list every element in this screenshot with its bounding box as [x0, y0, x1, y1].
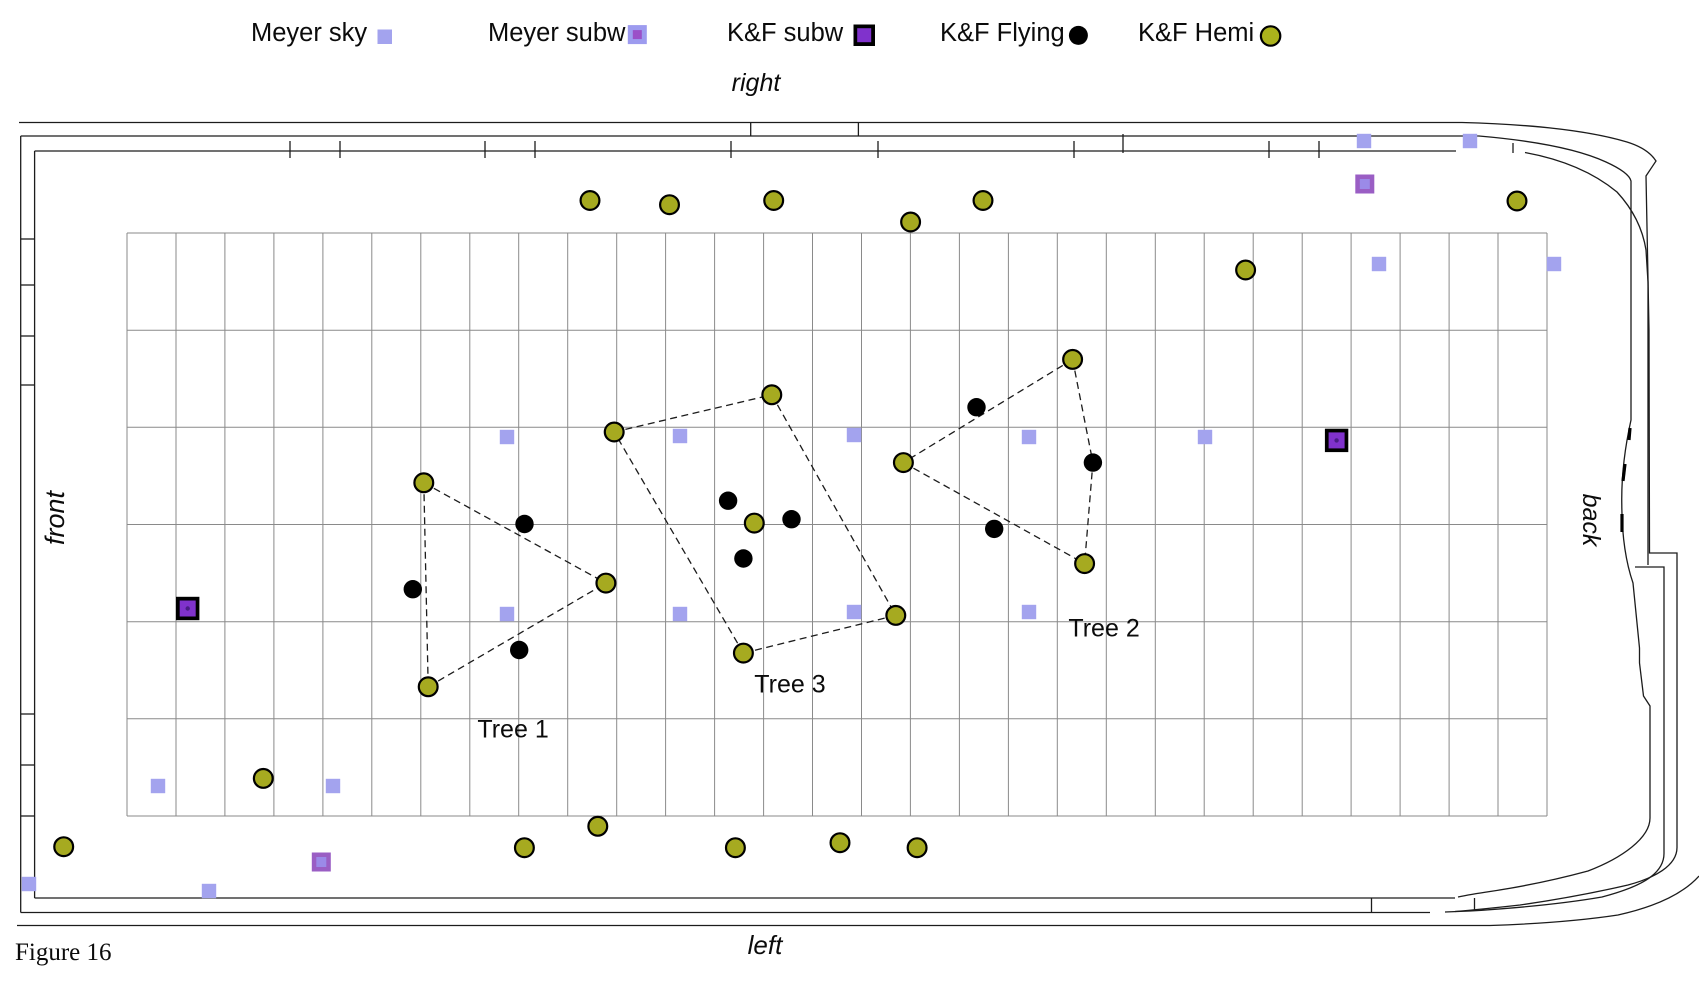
svg-text:Tree 1: Tree 1 [477, 716, 548, 744]
svg-text:right: right [732, 69, 782, 97]
svg-text:Meyer subw: Meyer subw [488, 19, 626, 47]
svg-text:left: left [748, 930, 784, 960]
svg-text:Meyer sky: Meyer sky [251, 19, 367, 47]
svg-text:Figure 16: Figure 16 [15, 939, 112, 966]
svg-text:back: back [1577, 494, 1605, 548]
svg-text:K&F subw: K&F subw [727, 19, 844, 47]
svg-text:K&F Flying: K&F Flying [940, 19, 1065, 47]
svg-text:K&F Hemi: K&F Hemi [1138, 19, 1254, 47]
svg-text:Tree 2: Tree 2 [1068, 615, 1139, 643]
svg-text:Tree 3: Tree 3 [754, 671, 825, 699]
svg-text:front: front [40, 489, 70, 545]
